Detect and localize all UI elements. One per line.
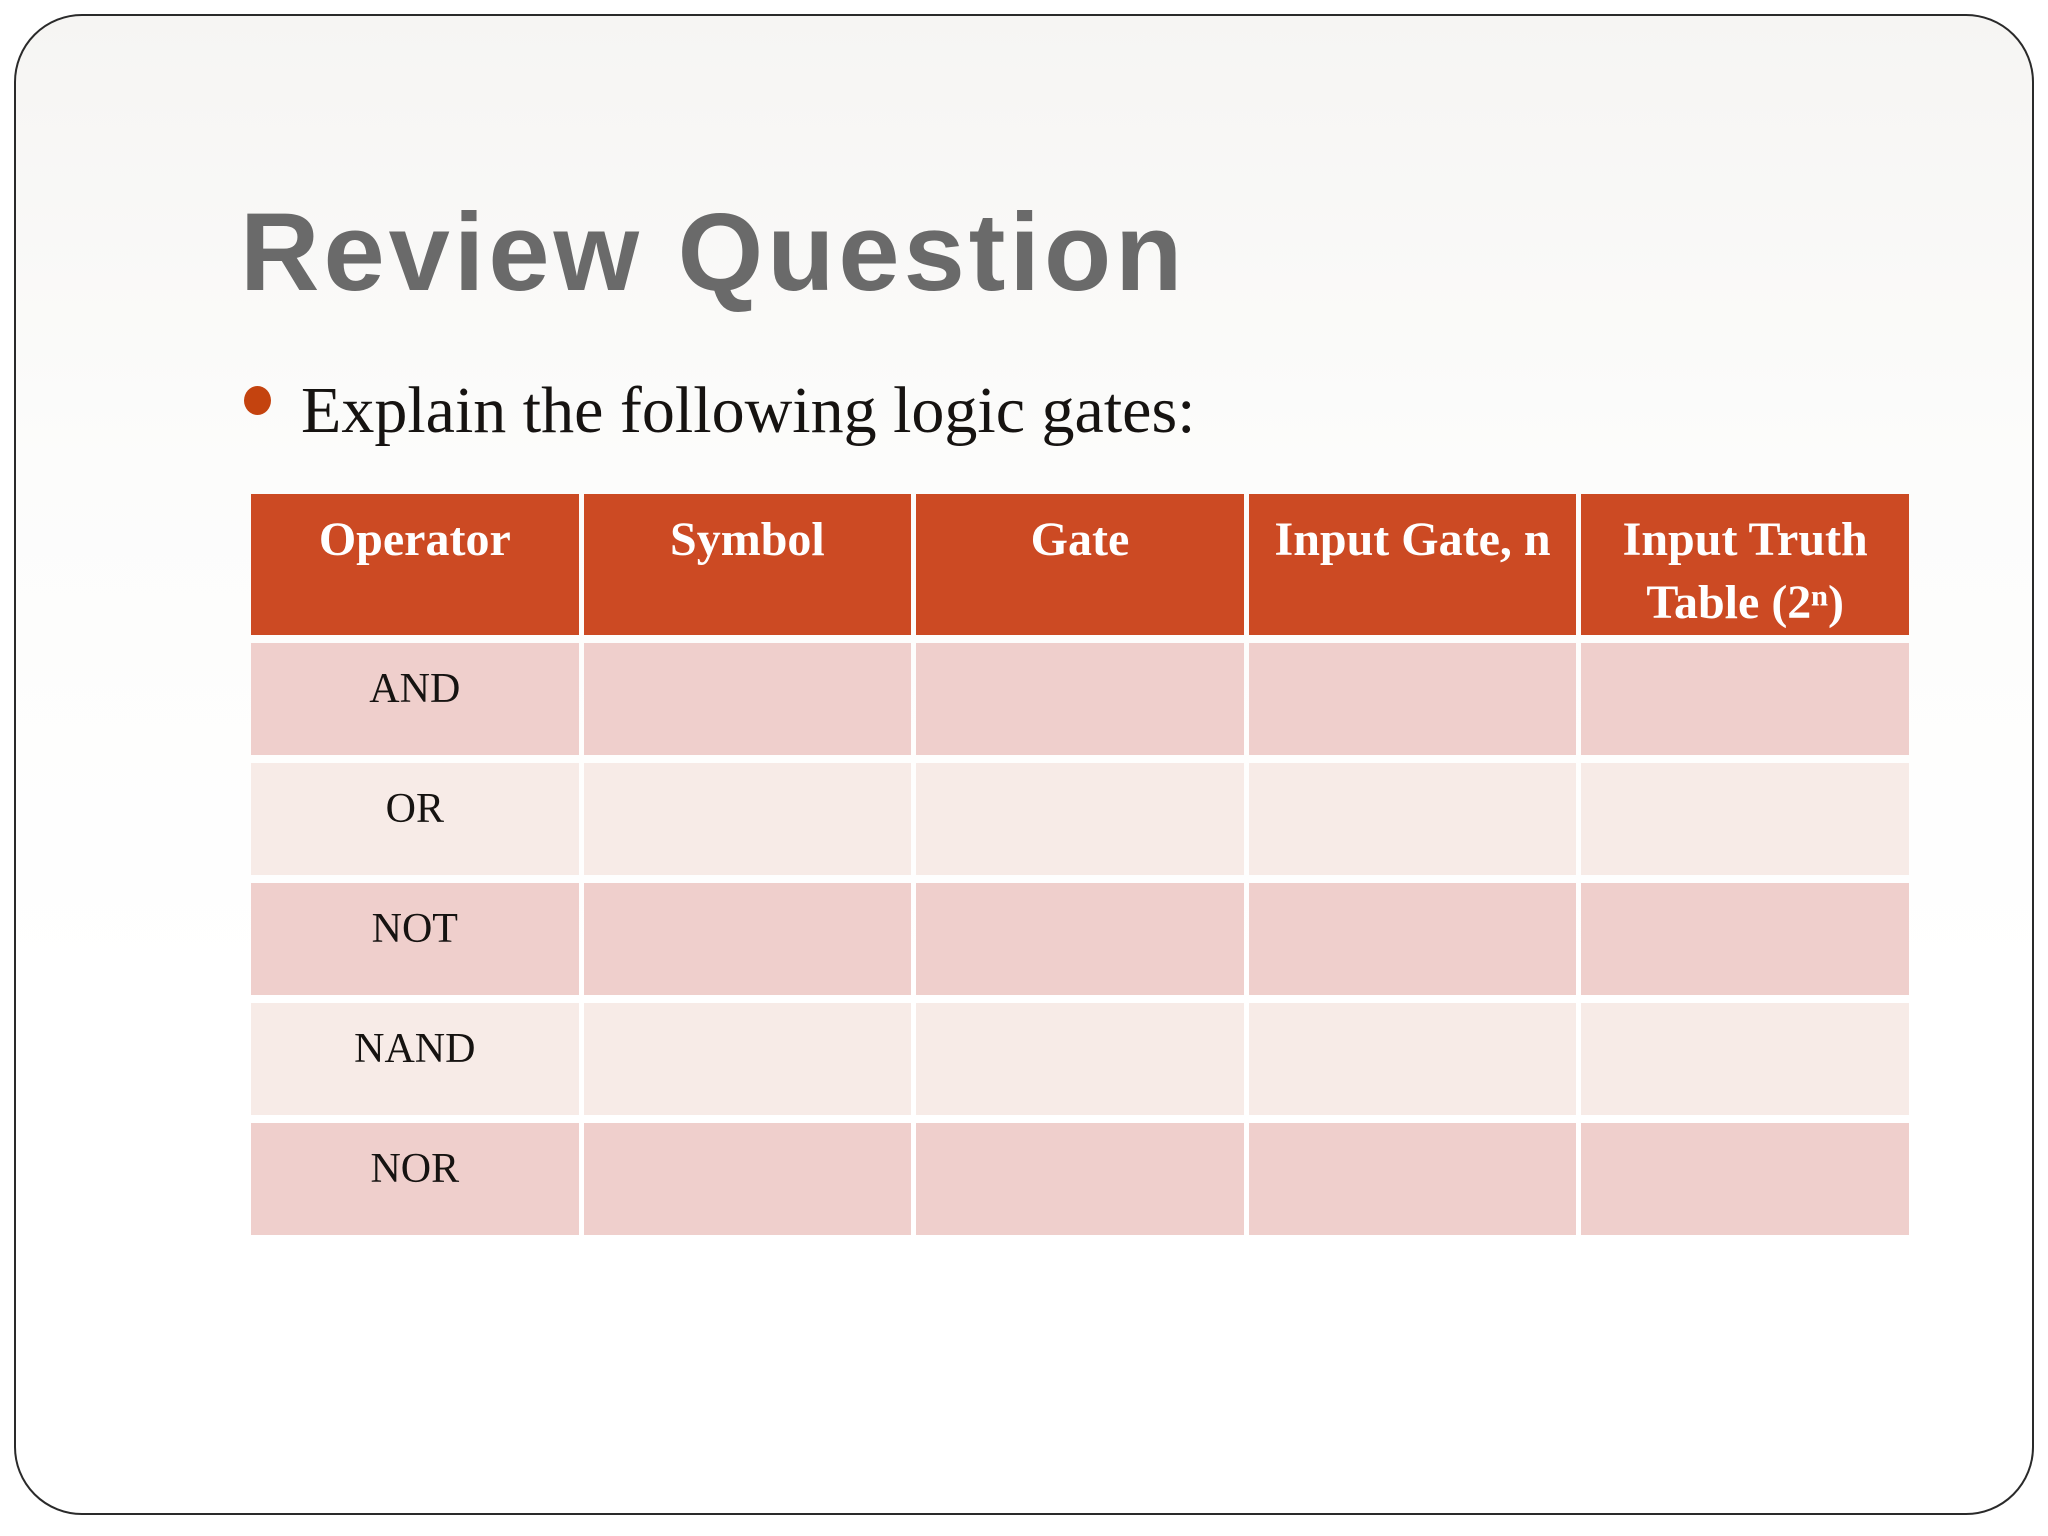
empty-cell-gate: [916, 1122, 1244, 1235]
empty-cell-symbol: [583, 882, 912, 995]
empty-cell-input-truth-table: [1581, 762, 1909, 875]
empty-cell-symbol: [583, 762, 912, 875]
empty-cell-gate: [916, 1002, 1244, 1115]
empty-cell-input-truth-table: [1581, 1002, 1909, 1115]
empty-cell-gate: [916, 762, 1244, 875]
empty-cell-input-truth-table: [1581, 642, 1909, 755]
empty-cell-input-gate-n: [1248, 882, 1577, 995]
empty-cell-input-truth-table: [1581, 882, 1909, 995]
empty-cell-gate: [916, 882, 1244, 995]
empty-cell-input-truth-table: [1581, 1122, 1909, 1235]
empty-cell-symbol: [583, 1122, 912, 1235]
empty-cell-input-gate-n: [1248, 1122, 1577, 1235]
empty-cell-gate: [916, 642, 1244, 755]
empty-cell-input-gate-n: [1248, 762, 1577, 875]
logic-gates-table: Operator Symbol Gate Input Gate, n Input…: [246, 486, 1914, 1243]
operator-cell: OR: [251, 762, 579, 875]
operator-cell: NOR: [251, 1122, 579, 1235]
bullet-dot: [244, 386, 271, 415]
operator-cell: NAND: [251, 1002, 579, 1115]
empty-cell-symbol: [583, 1002, 912, 1115]
header-cell-operator: Operator: [251, 494, 579, 635]
bullet-text: Explain the following logic gates:: [301, 374, 1196, 447]
bullet-item: Explain the following logic gates:: [244, 376, 1195, 445]
table-row-and: AND: [251, 642, 1909, 755]
header-cell-symbol: Symbol: [583, 494, 912, 635]
empty-cell-input-gate-n: [1248, 642, 1577, 755]
table-row-nand: NAND: [251, 1002, 1909, 1115]
table-row-nor: NOR: [251, 1122, 1909, 1235]
table-header-row: Operator Symbol Gate Input Gate, n Input…: [251, 494, 1909, 635]
slide-frame: Review Question Explain the following lo…: [14, 14, 2034, 1515]
header-cell-input-gate-n: Input Gate, n: [1248, 494, 1577, 635]
empty-cell-symbol: [583, 642, 912, 755]
header-cell-gate: Gate: [916, 494, 1244, 635]
operator-cell: NOT: [251, 882, 579, 995]
table-row-not: NOT: [251, 882, 1909, 995]
page-title: Review Question: [240, 191, 1187, 314]
header-cell-input-truth-table: Input Truth Table (2ⁿ): [1581, 494, 1909, 635]
table-row-or: OR: [251, 762, 1909, 875]
empty-cell-input-gate-n: [1248, 1002, 1577, 1115]
operator-cell: AND: [251, 642, 579, 755]
